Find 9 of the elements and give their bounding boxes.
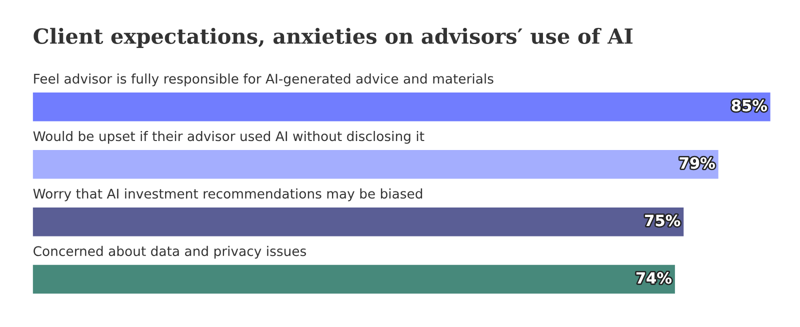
data-label: 79% xyxy=(680,157,715,169)
y-tick-label: Would be upset if their advisor used AI without disclosing it xyxy=(33,130,424,144)
data-label: 85% xyxy=(732,100,767,112)
y-tick-label: Concerned about data and privacy issues xyxy=(34,246,306,259)
data-label: 74% xyxy=(636,272,672,284)
data-label: 75% xyxy=(645,214,680,226)
y-tick-label: Feel advisor is fully responsible for AI-generated advice and materials xyxy=(34,73,494,86)
y-tick-label: Worry that AI investment recommendations may be biased xyxy=(33,188,422,202)
chart-title: Client expectations, anxieties on advisors′ use of AI xyxy=(34,28,633,48)
